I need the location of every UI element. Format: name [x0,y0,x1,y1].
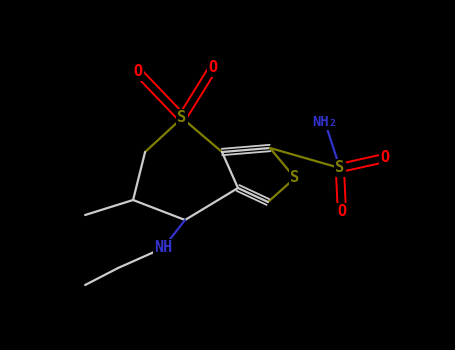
Text: S: S [335,161,344,175]
Text: O: O [380,150,389,166]
Text: NH₂: NH₂ [312,115,338,129]
Text: O: O [208,61,217,76]
Text: S: S [290,170,299,186]
Text: O: O [133,64,143,79]
Text: NH: NH [154,240,172,256]
Text: S: S [177,111,187,126]
Text: O: O [337,204,346,219]
